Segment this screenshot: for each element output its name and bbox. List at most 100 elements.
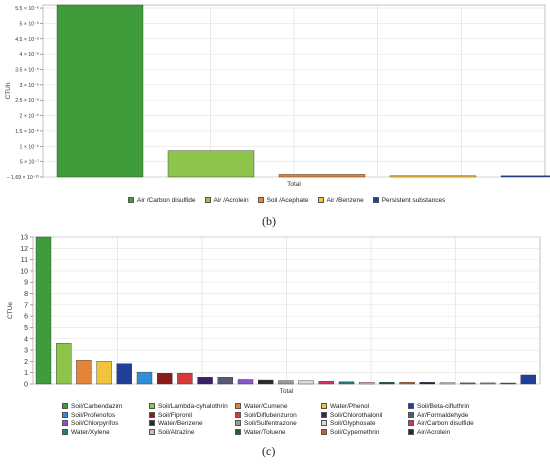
legend-swatch [128,197,134,203]
bar-c [116,363,133,385]
legend-label: Water/Toluene [244,428,286,436]
y-axis-label: CTUh [5,82,12,99]
legend-swatch [235,420,241,427]
legend-c-item: Soil/Cypemethrin [321,428,380,437]
y-axis-label: CTUe [7,302,14,319]
legend-swatch [62,428,68,435]
legend-c-item: Soil/Chlorothalonil [321,411,383,420]
y-tick-label: 1.5 × 10⁻⁶ [15,129,39,135]
bar-c [258,379,274,385]
legend-label: Air/Acrolein [417,428,451,436]
legend-c: Soil/Carbendazim Soil/Lambda-cyhalothrin W… [62,403,532,441]
bar-b [167,150,255,178]
legend-label: Soil/Cypemethrin [330,428,380,436]
y-tick-label: 4.5 × 10⁻⁶ [15,37,39,43]
y-tick-label: 3.5 × 10⁻⁶ [15,68,39,74]
y-tick-label: 5 × 10⁻⁶ [20,21,39,27]
y-tick-label: 1 [24,370,28,377]
legend-swatch [317,197,324,203]
bar-c [460,382,476,385]
legend-b-item: Air /Carbon disulfide [128,197,196,204]
bar-c [197,377,213,385]
legend-swatch [257,197,264,203]
y-tick-label: 5 [24,325,28,332]
legend-c-item: Soil/Lambda-cyhalothrin [149,403,228,411]
y-tick-label: 9 [24,280,28,287]
legend-c-item: Soil/Glyphosate [321,420,376,428]
bar-c [419,382,435,385]
bar-c [56,343,72,385]
legend-label: Air/Carbon disulfide [417,420,474,428]
legend-c-item: Water/Phenol [321,403,369,411]
legend-label: Soil/Profenofos [71,411,116,419]
legend-label: Soil/Chlorpyrifos [71,420,119,428]
legend-swatch [321,411,327,418]
legend-c-item: Water/Benzene [149,420,203,428]
y-tick-label: 2 [24,359,28,366]
y-tick-label: 13 [20,235,28,242]
legend-c-item: Soil/Sulfentrazone [235,420,297,428]
bar-c [96,361,112,385]
legend-label: Soil/Fipronil [158,411,192,419]
y-tick-label: 1 × 10⁻⁶ [20,144,39,150]
legend-swatch [149,428,155,435]
y-tick-label: − 1.69 × 10⁻²¹ [7,175,40,181]
y-tick-label: 10 [20,268,28,275]
y-tick-label: 11 [21,257,28,264]
legend-label: Water/Benzene [158,420,203,428]
legend-swatch [321,420,327,427]
legend-label: Soil/Atrazine [158,428,195,436]
bar-c [359,382,375,385]
bar-c [520,374,536,385]
legend-label: Persistent substances [381,197,446,204]
legend-c-item: Water/Toluene [235,428,286,437]
legend-label: Water/Cumene [244,403,288,410]
y-tick-label: 5 × 10⁻⁷ [20,160,39,166]
bar-c [278,380,294,385]
legend-label: Soil/Lambda-cyhalothrin [158,403,228,410]
legend-swatch [204,197,211,203]
legend-swatch [235,403,241,409]
legend-swatch [408,420,414,427]
y-tick-label: 4 × 10⁻⁶ [20,52,39,58]
legend-swatch [149,420,155,427]
legend-c-item: Soil/Profenofos [62,411,116,420]
legend-swatch [408,428,414,435]
bar-c [76,360,92,385]
legend-swatch [149,403,155,409]
x-axis-label: Total [287,181,301,188]
bar-c [177,373,193,385]
legend-b-item: Persistent substances [372,197,446,204]
legend-label: Soil/Carbendazim [71,403,123,410]
bar-c [156,373,173,385]
legend-swatch [321,403,327,409]
y-tick-label: 2.5 × 10⁻⁶ [15,98,39,104]
legend-label: Air /Benzene [326,197,364,204]
y-tick-label: 4 [24,336,28,343]
legend-b-item: Air /Acrolein [204,197,249,204]
legend-swatch [372,197,379,203]
legend-c-item: Water/Cumene [235,403,287,411]
x-axis-label: Total [280,388,294,395]
legend-label: Air /Carbon disulfide [137,197,196,204]
bar-c [237,379,254,385]
legend-b: Air /Carbon disulfide Air /Acrolein Soil /… [128,197,454,205]
bar-b [278,174,366,178]
legend-label: Soil/Chlorothalonil [330,411,383,419]
legend-label: Air/Formaldehyde [417,411,469,419]
bar-c [35,236,52,385]
legend-swatch [235,428,241,435]
legend-swatch [408,403,414,409]
legend-b-item: Soil /Acephate [257,197,309,204]
bar-c [217,377,234,385]
y-tick-label: 3 [24,348,28,355]
y-tick-label: 7 [24,302,28,309]
legend-c-item: Air/Acrolein [408,428,451,437]
bar-c [338,381,355,385]
bar-c [399,382,415,385]
y-tick-label: 12 [20,246,28,253]
y-tick-label: 0 [24,382,28,389]
y-tick-label: 3 × 10⁻⁶ [20,83,39,89]
legend-label: Water/Phenol [330,403,370,410]
bar-b [389,175,477,178]
